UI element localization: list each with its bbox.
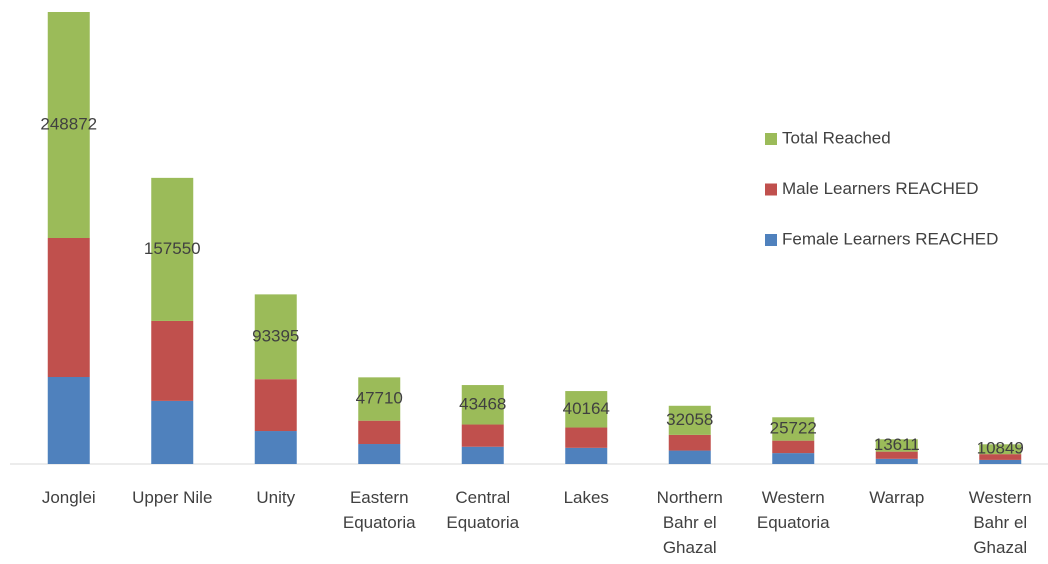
x-tick-label: Western Equatoria [756, 488, 830, 532]
bar-segment [151, 400, 194, 464]
bar-segment [668, 450, 711, 464]
bar-segment [565, 447, 608, 464]
bar-segment [358, 420, 401, 445]
bar-segment [254, 431, 297, 464]
bar-segment [47, 377, 90, 464]
data-label: 32058 [666, 410, 713, 429]
bar-segment [875, 458, 918, 464]
legend-swatch [765, 183, 777, 196]
bar-segment [254, 294, 297, 380]
x-tick-label: Central Equatoria [446, 488, 520, 532]
legend-label: Female Learners REACHED [782, 229, 998, 248]
bar-segment [875, 439, 918, 452]
data-label: 248872 [40, 114, 97, 133]
x-tick-label: Jonglei [41, 488, 96, 507]
bar-segment [358, 444, 401, 464]
bar-segment [461, 446, 504, 464]
data-label: 40164 [563, 399, 610, 418]
x-tick-label: Lakes [563, 488, 609, 507]
data-label: 13611 [874, 435, 920, 454]
bar-segment [358, 377, 401, 421]
bar-segment [979, 444, 1022, 455]
bar-segment [461, 424, 504, 447]
x-tick-label: Upper Nile [132, 488, 213, 507]
legend-swatch [765, 234, 777, 246]
bar-segment [668, 405, 711, 435]
data-label: 10849 [977, 439, 1024, 458]
bar-segment [772, 453, 815, 464]
bar-segment [565, 391, 608, 428]
data-label: 93395 [252, 326, 299, 345]
bar-segment [565, 427, 608, 448]
data-label: 47710 [356, 388, 403, 407]
bar-segment [772, 440, 815, 454]
bar-segment [151, 320, 194, 401]
legend-label: Male Learners REACHED [782, 179, 979, 198]
bar-segment [47, 238, 90, 378]
bar-segment [254, 379, 297, 432]
legend-label: Total Reached [782, 128, 891, 147]
x-tick-label: Warrap [869, 488, 925, 507]
bar-segment [875, 451, 918, 459]
bar-segment [47, 12, 90, 238]
bar-segment [461, 385, 504, 425]
bar-segment [979, 454, 1022, 460]
data-label: 25722 [770, 418, 817, 437]
legend-swatch [765, 133, 777, 145]
x-tick-label: Western Bahr el Ghazal [968, 488, 1032, 557]
x-tick-label: Unity [256, 488, 296, 507]
bar-segment [668, 434, 711, 451]
x-tick-label: Eastern Equatoria [342, 488, 416, 532]
x-tick-label: Northern Bahr el Ghazal [656, 488, 723, 557]
data-label: 43468 [459, 394, 506, 413]
bar-segment [151, 177, 194, 321]
bar-segment [979, 459, 1022, 464]
data-label: 157550 [144, 239, 201, 258]
bar-segment [772, 417, 815, 441]
